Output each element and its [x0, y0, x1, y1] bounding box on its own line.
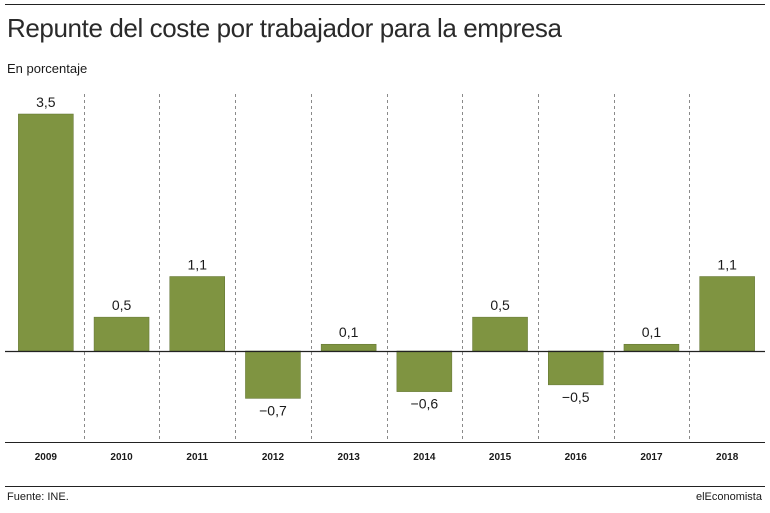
- x-tick-label-2018: 2018: [716, 452, 739, 463]
- x-tick-label-2011: 2011: [186, 452, 208, 463]
- data-label-2012: −0,7: [259, 402, 287, 418]
- data-label-2010: 0,5: [112, 297, 132, 313]
- x-tick-label-2015: 2015: [489, 452, 512, 463]
- top-rule: [5, 4, 765, 5]
- bar-2015: [472, 316, 528, 352]
- bar-2016: [548, 350, 604, 386]
- bar-2012: [245, 350, 301, 399]
- x-tick-label-2009: 2009: [35, 452, 58, 463]
- bar-2010: [93, 316, 150, 352]
- source-note: Fuente: INE.: [7, 491, 69, 503]
- chart-subtitle: En porcentaje: [7, 61, 88, 76]
- data-label-2018: 1,1: [717, 257, 737, 273]
- bar-2013: [320, 343, 377, 352]
- brand-name: elEconomista: [695, 491, 762, 503]
- x-tick-label-2017: 2017: [640, 452, 663, 463]
- data-label-2014: −0,6: [411, 396, 439, 412]
- bar-2011: [169, 276, 225, 352]
- data-label-2009: 3,5: [36, 94, 56, 110]
- x-tick-label-2010: 2010: [110, 452, 133, 463]
- x-tick-label-2012: 2012: [262, 452, 285, 463]
- x-tick-label-2016: 2016: [565, 452, 588, 463]
- bar-2009: [18, 113, 74, 352]
- data-label-2017: 0,1: [642, 324, 662, 340]
- data-label-2016: −0,5: [562, 389, 590, 405]
- data-label-2015: 0,5: [490, 297, 510, 313]
- x-tick-label-2013: 2013: [338, 452, 361, 463]
- bar-2018: [699, 276, 755, 352]
- bar-2014: [396, 350, 453, 392]
- data-label-2013: 0,1: [339, 324, 359, 340]
- chart-title: Repunte del coste por trabajador para la…: [7, 13, 562, 43]
- x-tick-label-2014: 2014: [413, 452, 436, 463]
- bar-2017: [623, 343, 680, 352]
- bottom-rule: [5, 486, 765, 487]
- data-label-2011: 1,1: [188, 257, 208, 273]
